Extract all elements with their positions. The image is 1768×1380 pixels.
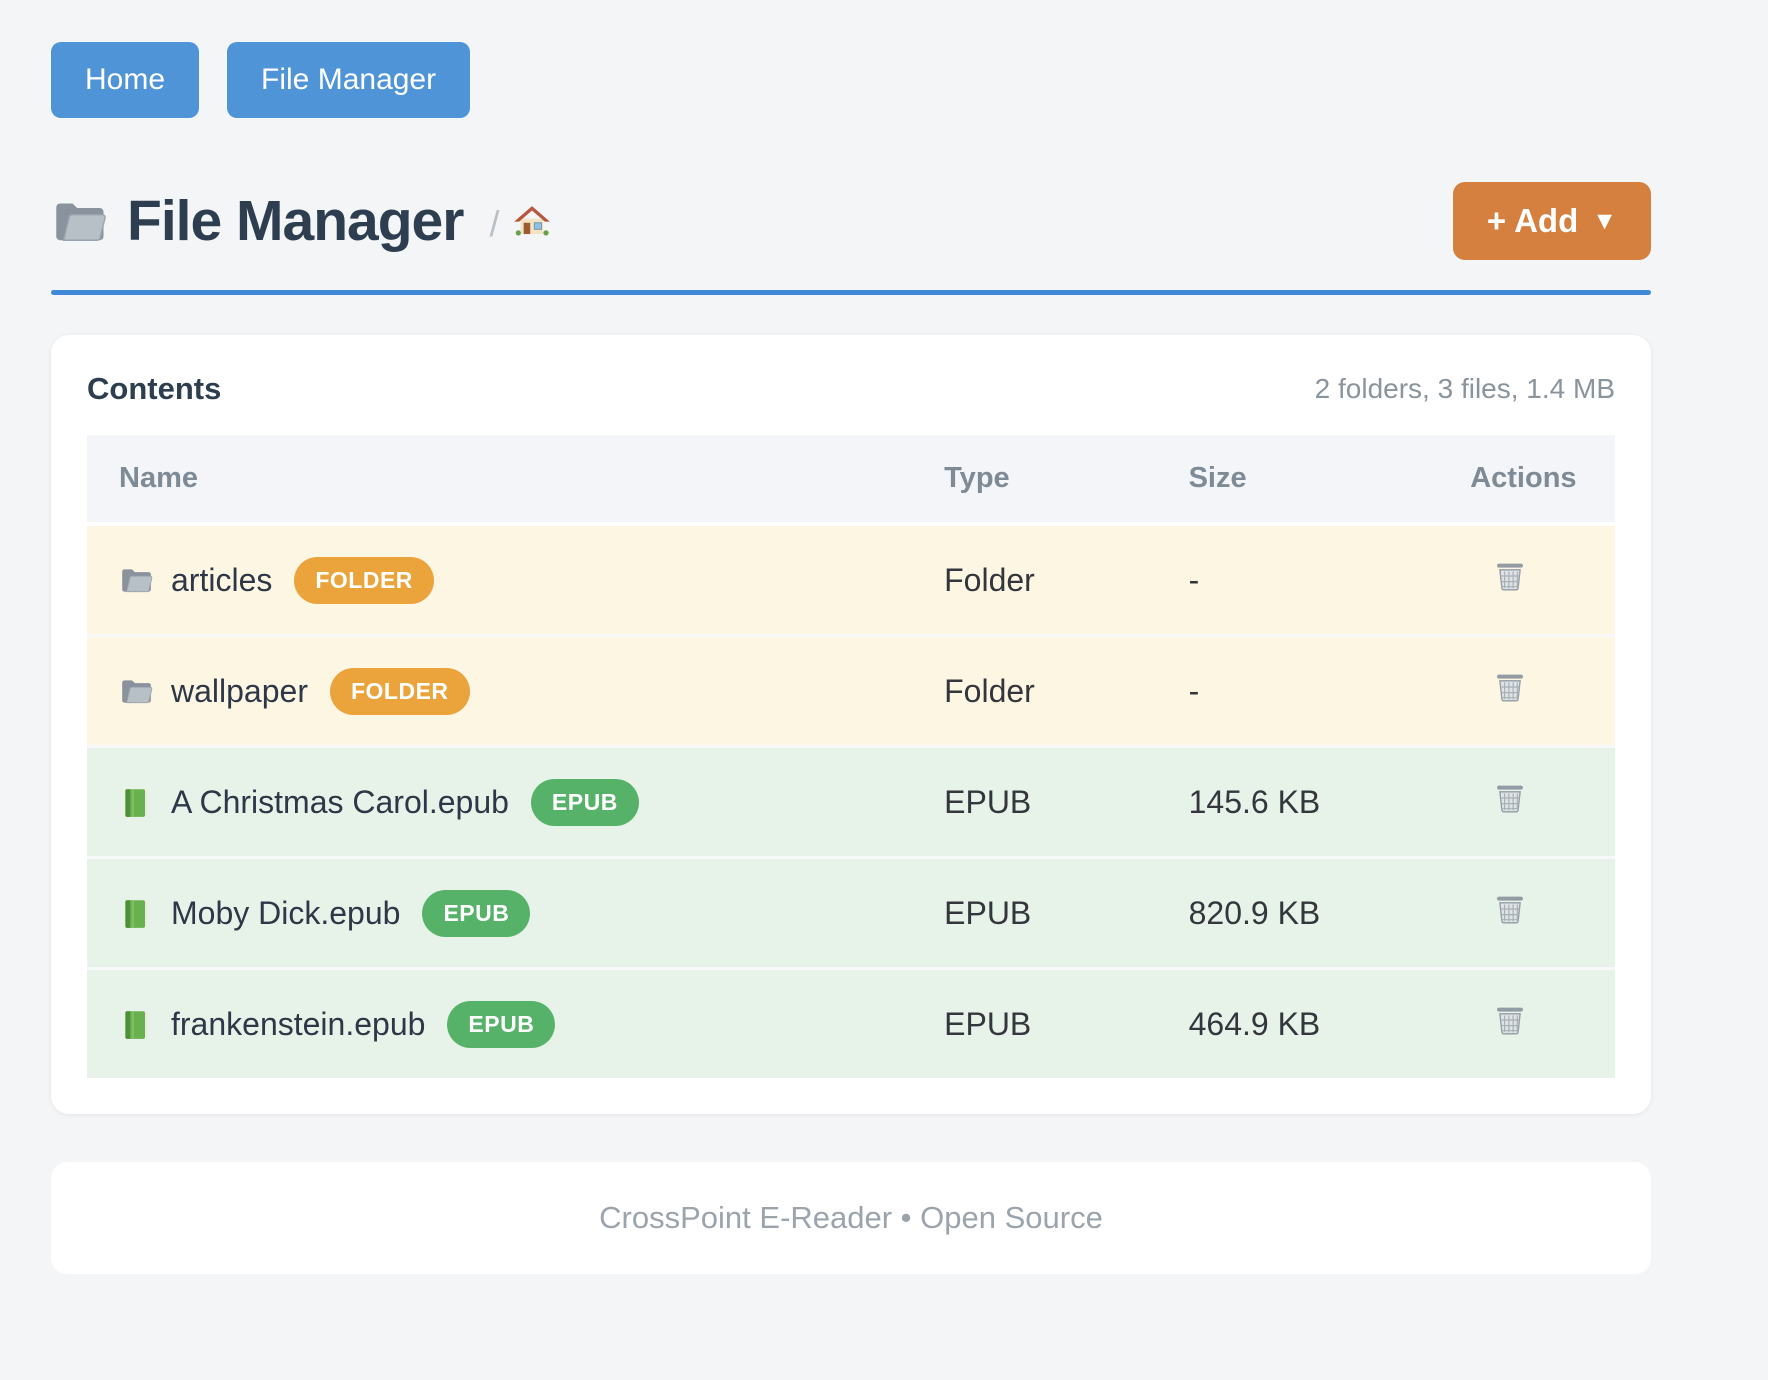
- page: Home File Manager File Manager /: [51, 0, 1651, 1330]
- delete-button[interactable]: [1492, 669, 1528, 705]
- delete-button[interactable]: [1492, 558, 1528, 594]
- epub-badge: EPUB: [447, 1000, 556, 1048]
- size-cell: 464.9 KB: [1156, 967, 1463, 1078]
- size-cell: 820.9 KB: [1156, 856, 1463, 969]
- column-header-type: Type: [912, 435, 1157, 524]
- trash-icon: [1492, 669, 1528, 705]
- page-header: File Manager / + Add ▼: [51, 182, 1651, 260]
- footer: CrossPoint E-Reader • Open Source: [51, 1162, 1651, 1274]
- type-cell: EPUB: [912, 856, 1157, 969]
- trash-icon: [1492, 780, 1528, 816]
- folder-icon: [119, 674, 153, 708]
- file-name-link[interactable]: frankenstein.epub: [171, 1005, 426, 1042]
- card-title: Contents: [87, 371, 222, 406]
- column-header-size: Size: [1156, 435, 1463, 524]
- table-row: articles FOLDER Folder -: [87, 522, 1615, 636]
- footer-text: CrossPoint E-Reader • Open Source: [599, 1200, 1103, 1235]
- contents-card: Contents 2 folders, 3 files, 1.4 MB Name…: [51, 335, 1651, 1114]
- trash-icon: [1492, 1002, 1528, 1038]
- folder-badge: FOLDER: [294, 556, 434, 604]
- table-row: Moby Dick.epub EPUB EPUB 820.9 KB: [87, 856, 1615, 969]
- type-cell: Folder: [912, 634, 1157, 747]
- delete-button[interactable]: [1492, 891, 1528, 927]
- top-nav: Home File Manager: [51, 42, 1651, 118]
- delete-button[interactable]: [1492, 1002, 1528, 1038]
- file-name-link[interactable]: A Christmas Carol.epub: [171, 783, 509, 820]
- size-cell: 145.6 KB: [1156, 745, 1463, 858]
- column-header-actions: Actions: [1462, 435, 1615, 524]
- add-button[interactable]: + Add ▼: [1452, 182, 1651, 260]
- trash-icon: [1492, 558, 1528, 594]
- contents-summary: 2 folders, 3 files, 1.4 MB: [1314, 373, 1615, 404]
- folder-icon: [51, 193, 107, 249]
- file-name-link[interactable]: Moby Dick.epub: [171, 894, 401, 931]
- nav-home-button[interactable]: Home: [51, 42, 200, 118]
- home-icon[interactable]: [513, 202, 551, 240]
- add-button-label: + Add: [1486, 202, 1579, 239]
- book-icon: [119, 785, 153, 819]
- table-row: A Christmas Carol.epub EPUB EPUB 145.6 K…: [87, 745, 1615, 858]
- title-group: File Manager /: [51, 188, 551, 254]
- nav-file-manager-button[interactable]: File Manager: [227, 42, 471, 118]
- epub-badge: EPUB: [422, 889, 531, 937]
- book-icon: [119, 1007, 153, 1041]
- table-row: wallpaper FOLDER Folder -: [87, 634, 1615, 747]
- breadcrumb-separator: /: [489, 203, 500, 244]
- file-table: Name Type Size Actions a: [87, 435, 1615, 1078]
- book-icon: [119, 896, 153, 930]
- table-header-row: Name Type Size Actions: [87, 435, 1615, 524]
- caret-down-icon: ▼: [1592, 206, 1617, 235]
- folder-icon: [119, 563, 153, 597]
- trash-icon: [1492, 891, 1528, 927]
- file-name-link[interactable]: articles: [171, 561, 273, 598]
- folder-badge: FOLDER: [329, 667, 470, 715]
- delete-button[interactable]: [1492, 780, 1528, 816]
- epub-badge: EPUB: [530, 778, 639, 826]
- card-header: Contents 2 folders, 3 files, 1.4 MB: [87, 371, 1615, 435]
- column-header-name: Name: [87, 435, 913, 524]
- size-cell: -: [1156, 522, 1463, 636]
- type-cell: EPUB: [912, 745, 1157, 858]
- table-row: frankenstein.epub EPUB EPUB 464.9 KB: [87, 967, 1615, 1078]
- title-divider: [51, 290, 1651, 295]
- type-cell: Folder: [912, 522, 1157, 636]
- size-cell: -: [1156, 634, 1463, 747]
- file-name-link[interactable]: wallpaper: [171, 672, 308, 709]
- page-title: File Manager: [127, 189, 464, 253]
- type-cell: EPUB: [912, 967, 1157, 1078]
